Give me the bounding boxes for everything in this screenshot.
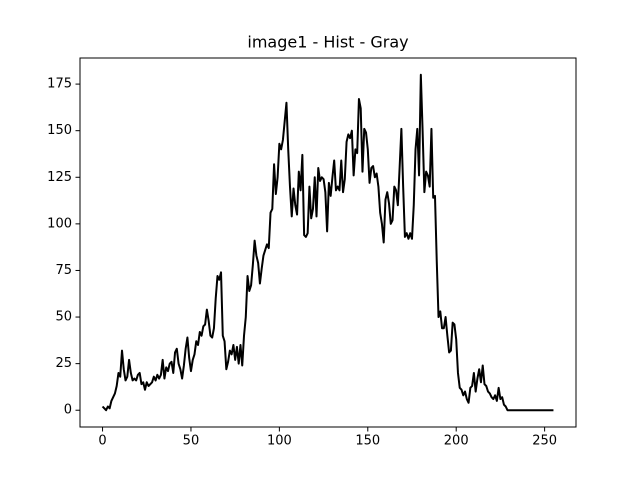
data-line xyxy=(101,73,554,412)
chart-title: image1 - Hist - Gray xyxy=(247,33,408,52)
y-tick-label: 50 xyxy=(55,310,72,325)
plot-frame xyxy=(79,57,577,428)
y-tick-label: 75 xyxy=(55,263,72,278)
x-tick-label: 250 xyxy=(532,434,557,449)
y-tick-label: 150 xyxy=(47,123,72,138)
y-tick-label: 175 xyxy=(47,77,72,92)
x-tick-label: 50 xyxy=(183,434,200,449)
y-tick-label: 0 xyxy=(64,403,72,418)
y-tick-label: 125 xyxy=(47,170,72,185)
x-tick-label: 100 xyxy=(267,434,292,449)
x-tick-label: 0 xyxy=(98,434,106,449)
y-tick-label: 100 xyxy=(47,216,72,231)
x-tick-label: 200 xyxy=(444,434,469,449)
y-tick-label: 25 xyxy=(55,356,72,371)
x-tick-label: 150 xyxy=(355,434,380,449)
